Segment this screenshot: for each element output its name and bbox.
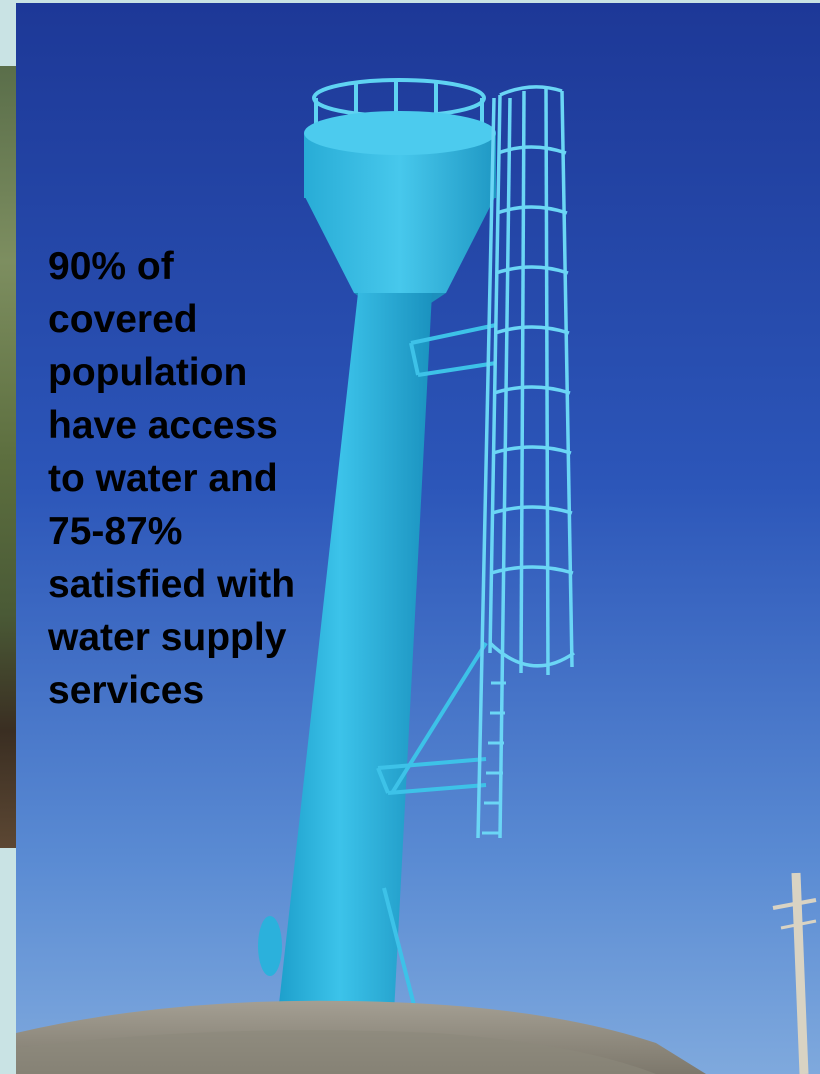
water-tower-photo — [16, 3, 820, 1074]
ladder-cage — [476, 85, 576, 839]
tower-shaft — [278, 293, 432, 1013]
utility-pole — [772, 872, 817, 1074]
tank-cone — [304, 195, 496, 293]
slide-caption: 90% of covered population have access to… — [48, 245, 296, 712]
